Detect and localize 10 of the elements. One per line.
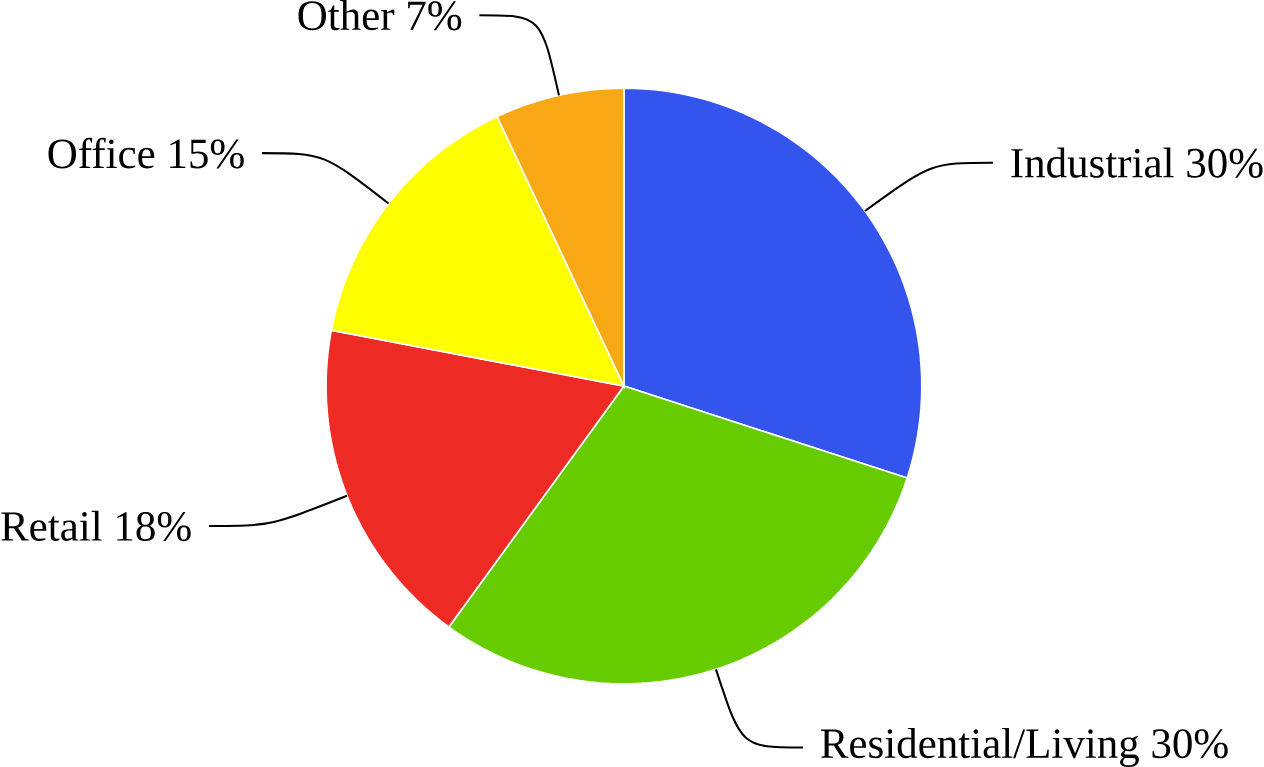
slice-label: Residential/Living [821, 727, 1139, 767]
data-label: 18% [117, 511, 191, 542]
slice-label: Industrial [1011, 147, 1174, 178]
data-label: 15% [170, 139, 244, 169]
data-label: 7% [408, 1, 462, 31]
data-label: 30% [1187, 148, 1263, 178]
slice-label: Other [298, 0, 395, 31]
slice-label: Retail [1, 510, 102, 541]
slice-label: Office [48, 137, 155, 169]
data-label: 30% [1152, 729, 1228, 759]
